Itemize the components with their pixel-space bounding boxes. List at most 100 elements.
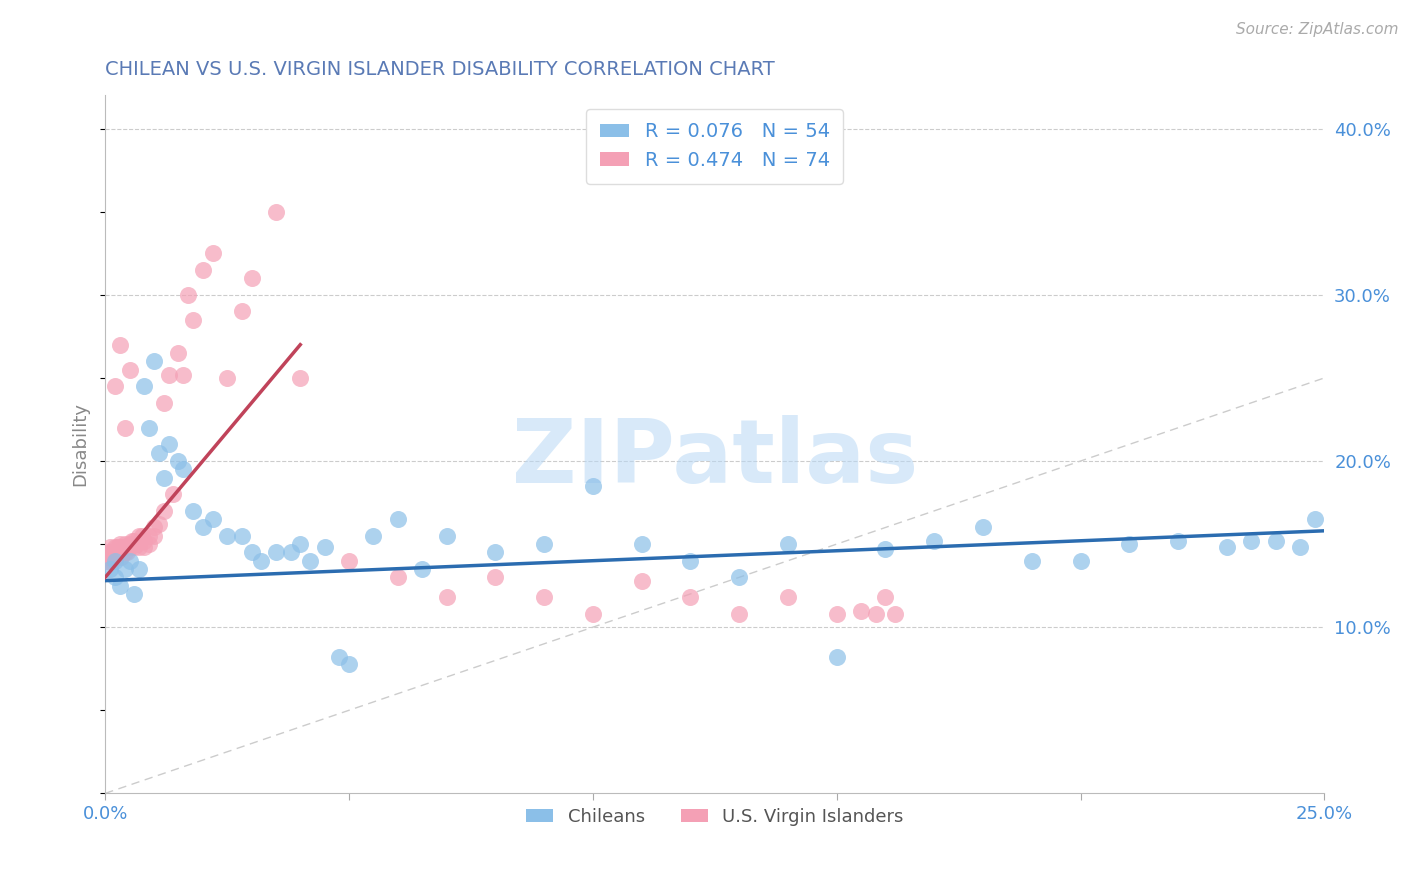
- Point: [264, 204, 287, 219]
- Point: [436, 591, 458, 605]
- Point: [1303, 512, 1326, 526]
- Point: [134, 533, 156, 548]
- Point: [728, 607, 751, 621]
- Point: [533, 537, 555, 551]
- Point: [181, 504, 204, 518]
- Legend: Chileans, U.S. Virgin Islanders: Chileans, U.S. Virgin Islanders: [519, 801, 911, 833]
- Point: [630, 574, 652, 588]
- Point: [125, 537, 148, 551]
- Point: [162, 487, 184, 501]
- Point: [128, 562, 150, 576]
- Point: [1240, 533, 1263, 548]
- Point: [884, 607, 907, 621]
- Point: [104, 570, 127, 584]
- Point: [101, 549, 124, 563]
- Point: [191, 263, 214, 277]
- Point: [104, 554, 127, 568]
- Point: [582, 479, 605, 493]
- Point: [191, 520, 214, 534]
- Point: [118, 541, 141, 555]
- Point: [114, 537, 136, 551]
- Point: [299, 554, 322, 568]
- Point: [172, 462, 194, 476]
- Point: [111, 541, 134, 555]
- Point: [875, 591, 897, 605]
- Point: [363, 529, 385, 543]
- Point: [201, 512, 224, 526]
- Point: [825, 607, 848, 621]
- Point: [128, 541, 150, 555]
- Point: [387, 512, 409, 526]
- Point: [115, 545, 138, 559]
- Point: [148, 446, 170, 460]
- Point: [97, 554, 120, 568]
- Point: [148, 517, 170, 532]
- Point: [98, 541, 121, 555]
- Point: [108, 579, 131, 593]
- Point: [118, 554, 141, 568]
- Point: [1167, 533, 1189, 548]
- Point: [231, 529, 253, 543]
- Point: [114, 421, 136, 435]
- Point: [679, 591, 702, 605]
- Point: [922, 533, 945, 548]
- Point: [728, 570, 751, 584]
- Point: [167, 346, 190, 360]
- Point: [124, 587, 146, 601]
- Point: [128, 529, 150, 543]
- Point: [201, 246, 224, 260]
- Point: [484, 570, 506, 584]
- Point: [107, 541, 129, 555]
- Point: [104, 545, 127, 559]
- Point: [131, 529, 153, 543]
- Point: [630, 537, 652, 551]
- Point: [143, 354, 166, 368]
- Point: [875, 542, 897, 557]
- Point: [776, 591, 799, 605]
- Point: [264, 545, 287, 559]
- Point: [152, 470, 174, 484]
- Point: [250, 554, 273, 568]
- Point: [134, 541, 156, 555]
- Point: [240, 271, 263, 285]
- Point: [98, 550, 121, 565]
- Point: [217, 529, 239, 543]
- Point: [1289, 541, 1312, 555]
- Point: [972, 520, 994, 534]
- Point: [98, 562, 121, 576]
- Point: [138, 421, 160, 435]
- Point: [152, 504, 174, 518]
- Point: [679, 554, 702, 568]
- Y-axis label: Disability: Disability: [72, 402, 89, 486]
- Point: [533, 591, 555, 605]
- Point: [1021, 554, 1043, 568]
- Text: CHILEAN VS U.S. VIRGIN ISLANDER DISABILITY CORRELATION CHART: CHILEAN VS U.S. VIRGIN ISLANDER DISABILI…: [105, 60, 775, 78]
- Point: [157, 437, 180, 451]
- Point: [825, 650, 848, 665]
- Point: [104, 541, 127, 555]
- Point: [1070, 554, 1092, 568]
- Point: [108, 541, 131, 555]
- Point: [240, 545, 263, 559]
- Point: [337, 657, 360, 671]
- Point: [138, 537, 160, 551]
- Point: [103, 550, 125, 565]
- Point: [181, 312, 204, 326]
- Point: [143, 520, 166, 534]
- Point: [104, 550, 127, 565]
- Point: [143, 529, 166, 543]
- Point: [436, 529, 458, 543]
- Point: [1118, 537, 1140, 551]
- Point: [157, 368, 180, 382]
- Point: [100, 545, 122, 559]
- Point: [134, 379, 156, 393]
- Point: [124, 533, 146, 548]
- Point: [97, 545, 120, 559]
- Point: [290, 537, 312, 551]
- Point: [152, 396, 174, 410]
- Point: [231, 304, 253, 318]
- Point: [118, 537, 141, 551]
- Point: [108, 337, 131, 351]
- Point: [387, 570, 409, 584]
- Point: [1264, 533, 1286, 548]
